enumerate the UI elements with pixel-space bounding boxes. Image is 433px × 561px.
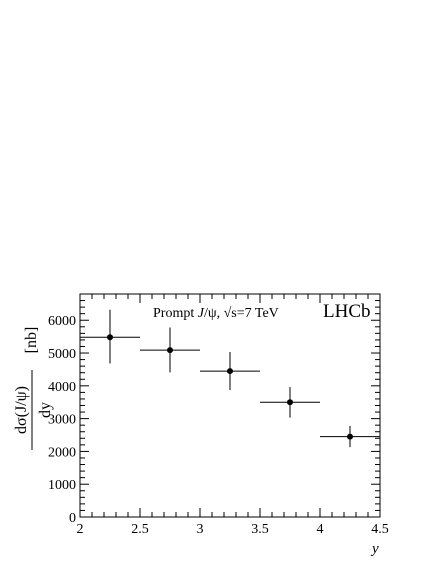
y-tick-label: 5000 — [48, 347, 76, 362]
y-tick-label: 3000 — [48, 413, 76, 428]
x-tick-label: 2.5 — [131, 522, 149, 537]
annotation-particle-j: J — [198, 306, 205, 321]
experiment-label: LHCb — [323, 301, 371, 322]
data-point — [347, 433, 353, 440]
y-tick-label: 6000 — [48, 314, 76, 329]
annotation-psi: ψ — [208, 306, 217, 321]
y-tick-label: 1000 — [48, 478, 76, 493]
x-tick-label: 4 — [317, 522, 324, 537]
x-tick-label: 2 — [77, 522, 84, 537]
data-point — [287, 399, 293, 406]
y-tick-label: 4000 — [48, 380, 76, 395]
y-tick-label: 2000 — [48, 445, 76, 460]
x-tick-label: 3 — [197, 522, 204, 537]
x-tick-label: 4.5 — [371, 522, 389, 537]
x-axis-label: y — [370, 541, 379, 557]
y-axis-label: dσ(J/ψ) dy [nb] — [13, 327, 54, 450]
data-point — [107, 334, 113, 341]
x-tick-label: 3.5 — [251, 522, 269, 537]
y-axis-label-unit: [nb] — [23, 327, 40, 354]
plot-frame — [79, 293, 381, 518]
data-point — [167, 347, 173, 354]
data-point — [227, 368, 233, 375]
y-tick-label: 0 — [69, 511, 76, 526]
chart-annotation: Prompt J/ψ, √s=7 TeV — [153, 306, 279, 321]
annotation-energy: , √s=7 TeV — [217, 306, 279, 321]
annotation-prefix: Prompt — [153, 306, 198, 321]
y-axis-label-numerator: dσ(J/ψ) — [13, 386, 30, 434]
y-axis-label-denominator: dy — [37, 402, 54, 418]
annotation-slash: / — [204, 306, 208, 321]
